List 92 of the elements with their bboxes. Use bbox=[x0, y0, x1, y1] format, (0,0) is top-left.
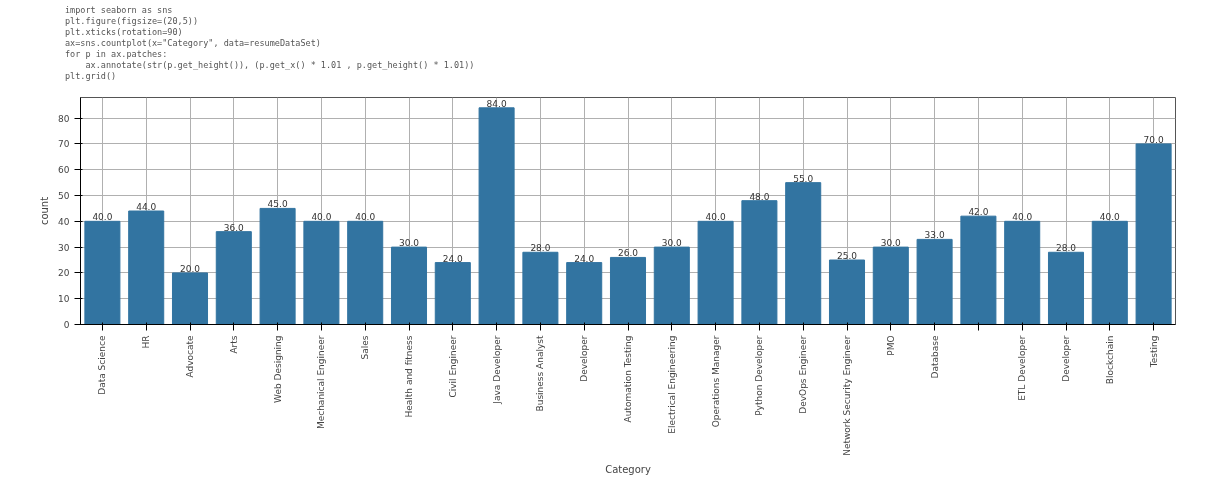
data-label: 24.0 bbox=[442, 253, 464, 264]
data-label: 40.0 bbox=[1012, 212, 1033, 223]
y-tick-label: 10 bbox=[58, 294, 70, 305]
data-label: 70.0 bbox=[1143, 134, 1164, 145]
bar bbox=[653, 246, 690, 325]
data-label: 30.0 bbox=[880, 238, 902, 249]
bar bbox=[434, 262, 471, 325]
bar bbox=[128, 210, 165, 325]
bar bbox=[1091, 220, 1128, 325]
bar bbox=[478, 107, 515, 325]
data-label: 40.0 bbox=[355, 212, 376, 223]
y-tick-label: 20 bbox=[58, 268, 70, 279]
bar bbox=[1135, 143, 1172, 325]
data-label: 25.0 bbox=[836, 251, 858, 262]
bar bbox=[828, 259, 866, 325]
data-label: 40.0 bbox=[705, 212, 726, 223]
bar bbox=[171, 272, 209, 325]
bar bbox=[916, 238, 953, 325]
bar bbox=[259, 207, 296, 325]
x-tick-label: Developer bbox=[579, 335, 590, 382]
data-label: 40.0 bbox=[311, 212, 332, 223]
bar bbox=[741, 200, 778, 325]
data-label: 84.0 bbox=[486, 98, 507, 109]
bar bbox=[303, 220, 340, 325]
x-tick-label: Python Developer bbox=[754, 335, 765, 416]
text: for p in ax.patches: bbox=[65, 49, 168, 59]
x-tick-label: Operations Manager bbox=[710, 335, 721, 428]
data-label: 30.0 bbox=[398, 238, 420, 249]
x-tick-label: Blockchain bbox=[1104, 335, 1115, 385]
y-tick-label: 70 bbox=[58, 139, 70, 150]
text: plt.grid() bbox=[65, 71, 117, 81]
data-label: 55.0 bbox=[793, 173, 814, 184]
x-tick-label: Arts bbox=[228, 335, 239, 354]
x-tick-label: Electrical Engineering bbox=[666, 335, 677, 434]
data-label: 42.0 bbox=[968, 207, 989, 218]
y-tick-label: 60 bbox=[58, 165, 70, 176]
data-label: 40.0 bbox=[1099, 212, 1121, 223]
data-label: 20.0 bbox=[179, 263, 201, 274]
y-tick-label: 40 bbox=[58, 216, 70, 227]
text: ax=sns.countplot(x="Category", data=resumeDataSet) bbox=[65, 38, 321, 48]
bar bbox=[609, 256, 647, 325]
data-label: 45.0 bbox=[267, 199, 288, 210]
data-label: 28.0 bbox=[1055, 243, 1077, 254]
y-tick-label: 50 bbox=[58, 191, 70, 202]
bar bbox=[347, 220, 384, 325]
x-tick-label: Advocate bbox=[185, 335, 195, 378]
x-axis-title: Category bbox=[605, 463, 651, 475]
x-tick-label: DevOps Engineer bbox=[798, 335, 809, 414]
data-label: 48.0 bbox=[749, 191, 770, 202]
y-tick-label: 30 bbox=[58, 242, 70, 253]
y-axis-title: count bbox=[39, 196, 51, 226]
x-tick-label: Automation Testing bbox=[623, 335, 633, 423]
x-tick-label: PMO bbox=[885, 335, 896, 356]
bar bbox=[1004, 220, 1041, 325]
x-tick-label: Mechanical Engineer bbox=[316, 335, 327, 430]
bar bbox=[566, 262, 603, 325]
data-label: 33.0 bbox=[924, 230, 945, 241]
x-tick-label: Network Security Engineer bbox=[842, 335, 852, 456]
y-tick-label: 80 bbox=[58, 113, 70, 124]
bar bbox=[697, 220, 734, 325]
x-tick-label: ETL Developer bbox=[1017, 335, 1028, 401]
x-tick-label: HR bbox=[141, 335, 152, 349]
data-label: 26.0 bbox=[617, 248, 639, 259]
text: ax.annotate(str(p.get_height()), (p.get_x() * 1.01 , p.get_height() * 1.01)) bbox=[85, 60, 475, 70]
bar bbox=[785, 182, 822, 325]
data-label: 24.0 bbox=[574, 253, 595, 264]
bar bbox=[1047, 251, 1085, 325]
x-tick-label: Civil Engineer bbox=[447, 335, 458, 398]
x-tick-label: Developer bbox=[1061, 335, 1071, 382]
bar bbox=[522, 251, 559, 325]
bar bbox=[390, 246, 428, 325]
x-tick-label: Business Analyst bbox=[535, 335, 546, 412]
bar bbox=[215, 231, 252, 325]
x-tick-label: Testing bbox=[1148, 335, 1159, 369]
text: plt.figure(figsize=(20,5)) bbox=[65, 16, 199, 26]
x-tick-label: Database bbox=[929, 335, 940, 379]
x-tick-label: Sales bbox=[360, 335, 371, 360]
x-tick-label: Data Science bbox=[97, 335, 108, 395]
bar bbox=[84, 220, 121, 325]
y-tick-label: 0 bbox=[63, 320, 70, 330]
data-label: 44.0 bbox=[136, 202, 157, 212]
x-tick-label: Health and fitness bbox=[404, 335, 414, 418]
x-tick-label: Java Developer bbox=[491, 335, 502, 405]
data-label: 40.0 bbox=[92, 212, 113, 223]
text: import seaborn as sns bbox=[65, 5, 173, 15]
data-label: 36.0 bbox=[223, 222, 245, 233]
data-label: 28.0 bbox=[530, 243, 551, 254]
bar bbox=[960, 215, 997, 325]
text: plt.xticks(rotation=90) bbox=[65, 27, 183, 37]
x-tick-label: Web Designing bbox=[272, 335, 283, 403]
data-label: 30.0 bbox=[661, 238, 683, 249]
bar bbox=[872, 246, 909, 325]
